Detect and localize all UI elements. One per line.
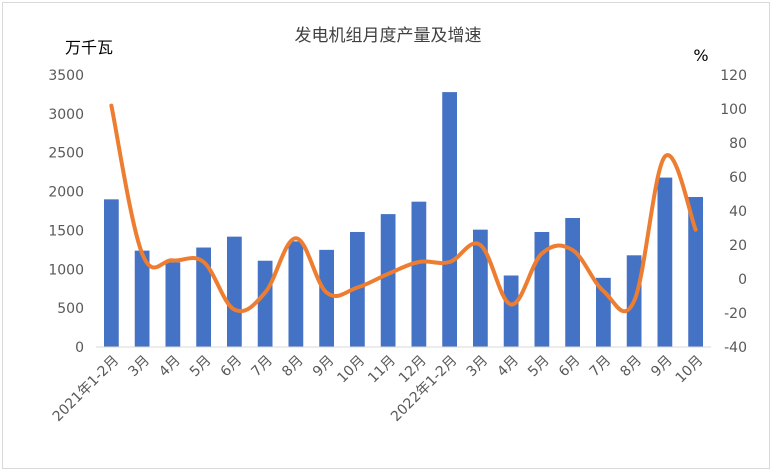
x-tick-label: 10月 [673,353,707,387]
bar [411,201,427,347]
x-tick-label: 11月 [365,353,399,387]
x-tick-label: 6月 [218,353,246,381]
bar [257,260,273,347]
bar [165,262,181,347]
right-tick-label: 40 [729,204,747,220]
right-axis-unit: % [693,46,708,65]
x-tick-label: 10月 [334,353,368,387]
left-tick-label: 2000 [48,185,84,201]
x-tick-label: 4月 [156,353,184,381]
bar [688,197,704,347]
bar [472,229,488,347]
right-tick-label: 120 [720,68,747,84]
bar [503,275,519,347]
chart-frame: 发电机组月度产量及增速 万千瓦 % 0 500 1000 1500 2000 2500 30… [2,2,770,469]
x-tick-label: 7月 [248,353,276,381]
bar [380,214,396,347]
x-tick-label: 6月 [556,353,584,381]
bar [319,249,335,347]
right-tick-label: 100 [720,102,747,118]
right-tick-label: -40 [724,340,747,356]
x-tick-label: 5月 [187,353,215,381]
bars-group [103,92,704,348]
bar [103,199,119,347]
x-tick-label: 7月 [587,353,615,381]
right-axis-ticks: -40 -20 0 20 40 60 80 100 120 [720,68,747,356]
left-axis-ticks: 0 500 1000 1500 2000 2500 3000 3500 [48,68,84,356]
chart-svg: 发电机组月度产量及增速 万千瓦 % 0500100015002000250030… [48,26,747,425]
chart-title: 发电机组月度产量及增速 [295,26,482,46]
right-tick-label: 60 [729,170,747,186]
right-tick-label: 20 [729,238,747,254]
left-tick-label: 1500 [48,223,84,239]
x-tick-label: 3月 [125,353,153,381]
left-tick-label: 0 [75,340,84,356]
x-tick-label: 8月 [617,353,645,381]
right-tick-label: 0 [738,272,747,288]
left-tick-label: 3000 [48,107,84,123]
x-tick-label: 4月 [494,353,522,381]
x-tick-label: 9月 [648,353,676,381]
left-axis-unit: 万千瓦 [65,38,113,57]
x-tick-label: 3月 [464,353,492,381]
bar [134,250,150,347]
right-tick-label: -20 [724,306,747,322]
left-tick-label: 3500 [48,68,84,84]
growth-line [109,103,698,314]
x-tick-label: 9月 [310,353,338,381]
x-axis-ticks: 2021年1-2月 3月 4月 5月 6月 7月 8月 9月10月11月12月2022年1-2… [50,353,707,425]
x-tick-label: 5月 [525,353,553,381]
left-tick-label: 2500 [48,146,84,162]
bar [442,92,458,348]
right-tick-label: 80 [729,136,747,152]
left-tick-label: 500 [57,301,84,317]
x-tick-label: 8月 [279,353,307,381]
bar [196,247,212,347]
bar [565,217,581,347]
bar [657,177,673,347]
left-tick-label: 1000 [48,262,84,278]
x-tick-label: 2021年1-2月 [50,353,122,425]
bar [226,236,242,347]
bar [288,241,304,347]
